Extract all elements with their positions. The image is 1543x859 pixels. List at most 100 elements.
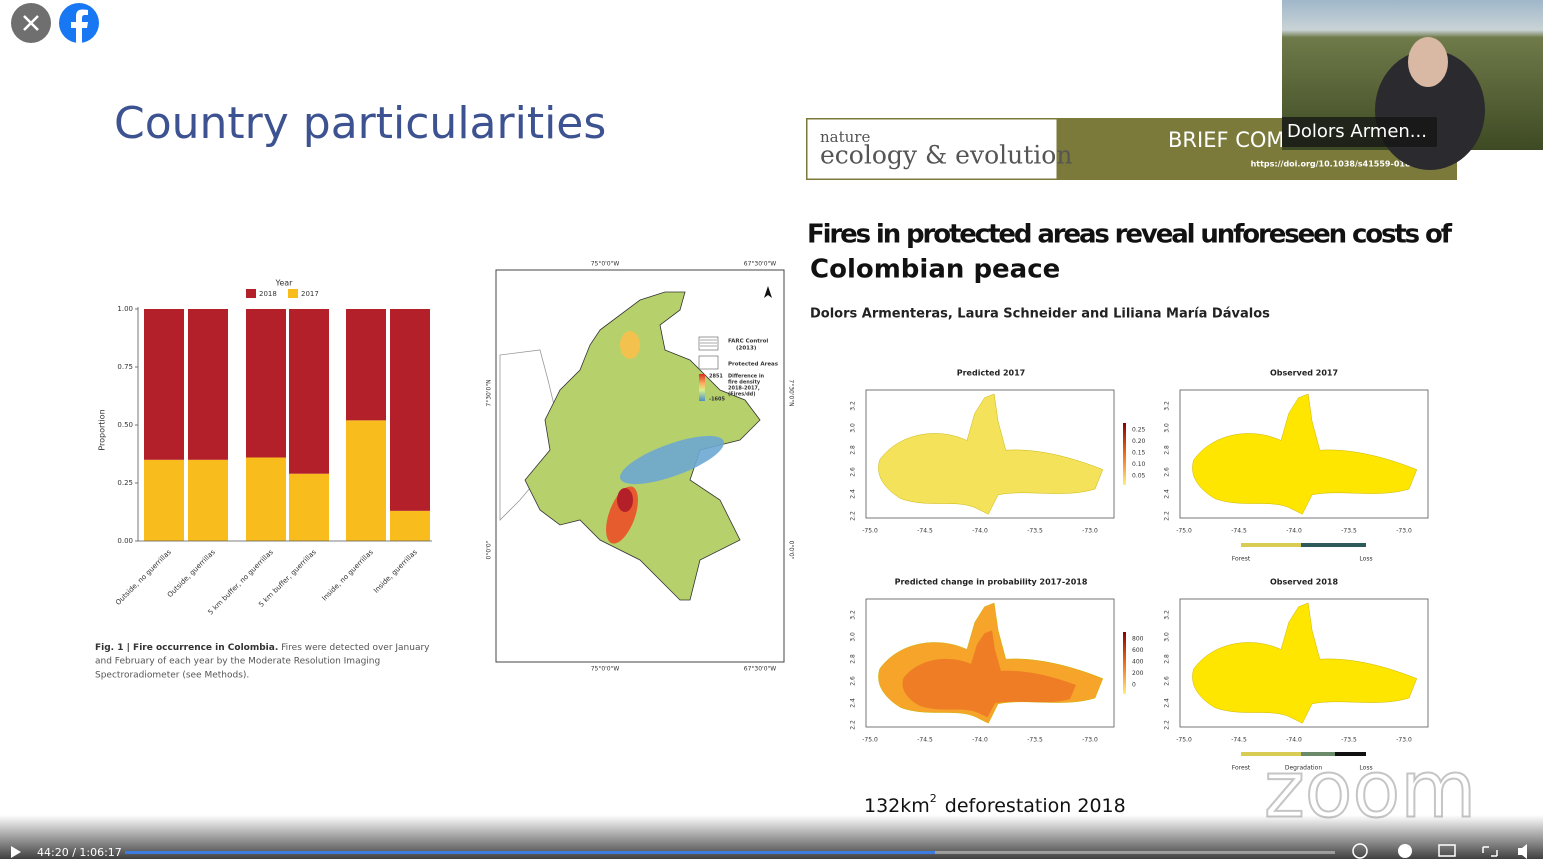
article-title-line: Colombian peace xyxy=(810,255,1060,285)
legend-hatch xyxy=(700,339,717,347)
legend-colorbar xyxy=(699,374,705,401)
panel-colorbar xyxy=(1123,632,1126,694)
panel-legend-label: 400 xyxy=(1132,659,1144,666)
bar-segment xyxy=(390,309,430,511)
volume-button[interactable] xyxy=(1518,844,1527,859)
progress-played xyxy=(125,851,935,854)
article-title-line: Fires in protected areas reveal unforese… xyxy=(807,220,1453,250)
panel-x-tick: -74.5 xyxy=(1231,737,1247,744)
footer-rest: deforestation 2018 xyxy=(945,795,1126,817)
panel-x-tick: -73.0 xyxy=(1082,528,1098,535)
webcam-face xyxy=(1408,37,1448,87)
map-lat-label: 7°30'0"N xyxy=(486,379,493,406)
bar-segment xyxy=(246,457,286,541)
x-tick-label: Outside, guerrillas xyxy=(166,548,217,599)
captions-button[interactable] xyxy=(1352,843,1368,859)
journal-section: BRIEF COM xyxy=(1168,128,1285,152)
panel-legend-label: 0.10 xyxy=(1132,461,1146,468)
panel-x-tick: -75.0 xyxy=(1176,528,1192,535)
panel-legend-label: Degradation xyxy=(1285,765,1322,772)
map-legend-text: 2851 xyxy=(709,374,723,380)
map-decrease-area xyxy=(620,435,724,485)
panel-legend-bar xyxy=(1241,752,1301,756)
panel-y-tick: 2.6 xyxy=(850,467,857,477)
pip-button[interactable] xyxy=(1438,844,1456,857)
panel-y-tick: 2.4 xyxy=(1164,489,1171,499)
model-panels: Predicted 2017 -75.0 -74.5 -74.0 -73.5 -73.0 2… xyxy=(850,369,1429,772)
panel-y-tick: 2.8 xyxy=(1164,445,1171,455)
map-legend-text: 2018-2017, xyxy=(728,386,760,392)
bar-segment xyxy=(346,309,386,421)
settings-button[interactable] xyxy=(1398,844,1412,858)
y-tick-label: 0.25 xyxy=(117,479,133,487)
facebook-icon xyxy=(71,9,88,43)
caption-text: and February of each year by the Moderat… xyxy=(95,657,380,667)
panel-x-tick: -73.5 xyxy=(1027,528,1043,535)
map-increase-area xyxy=(620,331,640,359)
panel-legend-label: Forest xyxy=(1232,556,1251,563)
player-time: 44:20 / 1:06:17 xyxy=(37,846,122,859)
x-tick-label: Outside, no guerrillas xyxy=(114,548,173,607)
x-tick-label: Inside, guerrillas xyxy=(372,548,419,595)
bar-segment xyxy=(188,459,228,541)
bar-segment xyxy=(144,309,184,460)
panel-y-tick: 2.4 xyxy=(850,698,857,708)
panel-legend-label: 600 xyxy=(1132,647,1144,654)
panel-x-tick: -74.0 xyxy=(972,737,988,744)
participant-name: Dolors Armen... xyxy=(1287,121,1427,142)
y-axis-label: Proportion xyxy=(98,409,107,450)
panel-title: Observed 2017 xyxy=(1270,369,1338,378)
map-lat-label: 0°0'0" xyxy=(788,541,795,560)
panel-title: Predicted change in probability 2017-201… xyxy=(895,578,1088,587)
panel-colorbar xyxy=(1123,423,1126,485)
north-arrow xyxy=(764,286,772,298)
panel-x-tick: -73.0 xyxy=(1396,528,1412,535)
journal-brand: nature xyxy=(820,128,870,146)
bar-segment xyxy=(144,459,184,541)
panel-x-tick: -74.5 xyxy=(917,737,933,744)
panel-y-tick: 2.4 xyxy=(1164,698,1171,708)
panel-x-tick: -73.5 xyxy=(1027,737,1043,744)
panel-x-tick: -73.5 xyxy=(1341,528,1357,535)
panel-y-tick: 3.0 xyxy=(850,632,857,642)
y-tick-label: 0.00 xyxy=(117,537,133,545)
fullscreen-button[interactable] xyxy=(1482,846,1498,857)
map-country xyxy=(524,291,761,601)
panel-x-tick: -74.0 xyxy=(1286,737,1302,744)
legend-label: 2017 xyxy=(301,290,319,298)
legend-swatch xyxy=(288,289,298,298)
map-lon-label: 75°0'0"W xyxy=(591,666,620,673)
map-legend-text: -1605 xyxy=(709,397,726,403)
panel-y-tick: 2.4 xyxy=(850,489,857,499)
close-icon xyxy=(23,15,39,31)
panel-title: Predicted 2017 xyxy=(957,369,1025,378)
panel-x-tick: -73.0 xyxy=(1396,737,1412,744)
footer-text: 132km xyxy=(864,795,930,817)
journal-doi: https://doi.org/10.1038/s41559-018-0727-… xyxy=(1251,160,1446,169)
panel-x-tick: -74.0 xyxy=(972,528,988,535)
participant-label-bg xyxy=(1282,117,1437,147)
panel-legend-bar xyxy=(1241,543,1301,547)
x-tick-label: Inside, no guerrillas xyxy=(321,548,376,603)
panel-legend-label: 0.05 xyxy=(1132,473,1146,480)
caption-text: Fires were detected over January xyxy=(281,643,430,653)
map-lat-label: 0°0'0" xyxy=(486,540,493,559)
caption: Fig. 1 | Fire occurrence in Colombia. Fi… xyxy=(95,643,430,653)
map-lon-label: 67°30'0"W xyxy=(744,666,776,673)
panel-legend-label: 800 xyxy=(1132,636,1144,643)
legend-protected-swatch xyxy=(698,355,719,370)
panel-y-tick: 2.8 xyxy=(1164,654,1171,664)
map-legend-text: fire density xyxy=(728,380,761,386)
bar-chart: 0.00 0.25 0.50 0.75 1.00 2018 2017 Outside, no … xyxy=(114,289,432,617)
map-legend-text: (2013) xyxy=(736,346,757,352)
panel-x-tick: -74.5 xyxy=(917,528,933,535)
panel-legend-label: Forest xyxy=(1232,765,1251,772)
panel-y-tick: 3.0 xyxy=(850,423,857,433)
panel-x-tick: -75.0 xyxy=(1176,737,1192,744)
panel-x-tick: -74.0 xyxy=(1286,528,1302,535)
play-button[interactable] xyxy=(11,846,21,858)
panel-y-tick: 3.2 xyxy=(850,401,857,411)
panel-y-tick: 2.2 xyxy=(1164,511,1171,521)
caption-text: Spectroradiometer (see Methods). xyxy=(95,671,249,681)
